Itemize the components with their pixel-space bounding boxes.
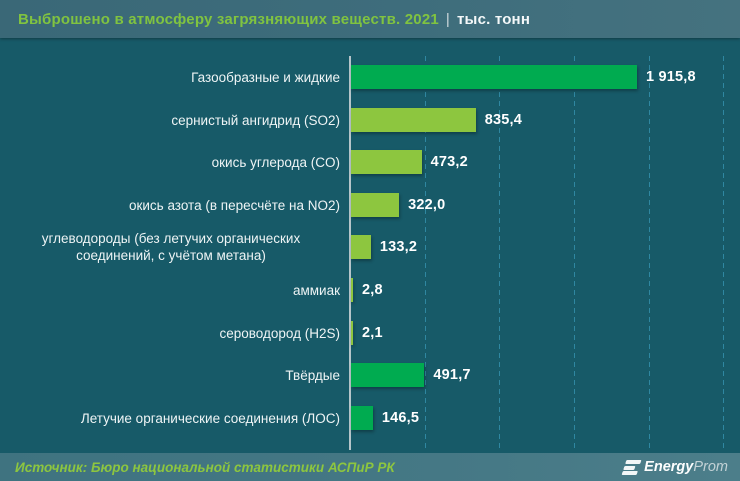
category-label: окись углерода (CO) — [211, 154, 340, 170]
gridline — [648, 56, 650, 450]
logo-energy: Energy — [644, 459, 694, 475]
value-label: 322,0 — [408, 197, 446, 213]
bar — [351, 150, 422, 174]
page-title: Выброшено в атмосферу загрязняющих вещес… — [18, 11, 530, 28]
value-label: 133,2 — [379, 239, 418, 255]
bar — [351, 235, 371, 259]
category-label: Летучие органические соединения (ЛОС) — [80, 410, 340, 426]
category-label: аммиак — [292, 282, 340, 298]
energyprom-e-icon — [621, 459, 642, 475]
category-label: сернистый ангидрид (SO2) — [171, 112, 340, 128]
value-label: 491,7 — [433, 367, 471, 383]
title-text: Выброшено в атмосферу загрязняющих вещес… — [18, 10, 439, 28]
footer: Источник: Бюро национальной статистики А… — [0, 453, 740, 481]
category-label: Газообразные и жидкие — [191, 69, 340, 85]
bar — [351, 193, 400, 217]
bar — [351, 321, 353, 345]
bar — [351, 278, 353, 302]
header: Выброшено в атмосферу загрязняющих вещес… — [0, 0, 740, 38]
bar — [351, 108, 476, 132]
value-label: 2,8 — [362, 282, 383, 298]
category-label: Твёрдые — [285, 367, 340, 383]
title-separator: | — [445, 10, 451, 28]
logo-prom: Prom — [693, 459, 728, 475]
energyprom-logo: EnergyProm — [621, 459, 728, 475]
bar — [351, 65, 638, 89]
category-label: сероводород (H2S) — [219, 325, 341, 341]
category-label: окись азота (в пересчёте на NO2) — [128, 197, 340, 213]
value-label: 2,1 — [362, 325, 383, 341]
value-label: 1 915,8 — [646, 69, 696, 85]
gridline — [499, 56, 501, 450]
title-units: тыс. тонн — [457, 10, 531, 28]
category-label: углеводороды (без летучих органических с… — [41, 231, 301, 263]
gridline — [723, 56, 725, 450]
value-label: 146,5 — [381, 410, 420, 426]
y-axis-line — [349, 56, 351, 450]
bar — [351, 363, 425, 387]
gridline — [573, 56, 575, 450]
logo-wordmark: EnergyProm — [644, 459, 728, 475]
value-label: 473,2 — [430, 154, 468, 170]
source-note: Источник: Бюро национальной статистики А… — [15, 459, 395, 475]
value-label: 835,4 — [484, 112, 523, 128]
gridline — [424, 56, 426, 450]
bar — [351, 406, 373, 430]
